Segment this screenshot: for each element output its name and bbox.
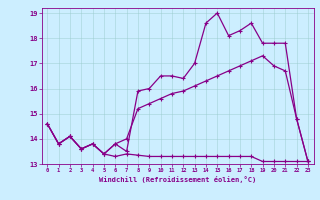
X-axis label: Windchill (Refroidissement éolien,°C): Windchill (Refroidissement éolien,°C) [99, 176, 256, 183]
